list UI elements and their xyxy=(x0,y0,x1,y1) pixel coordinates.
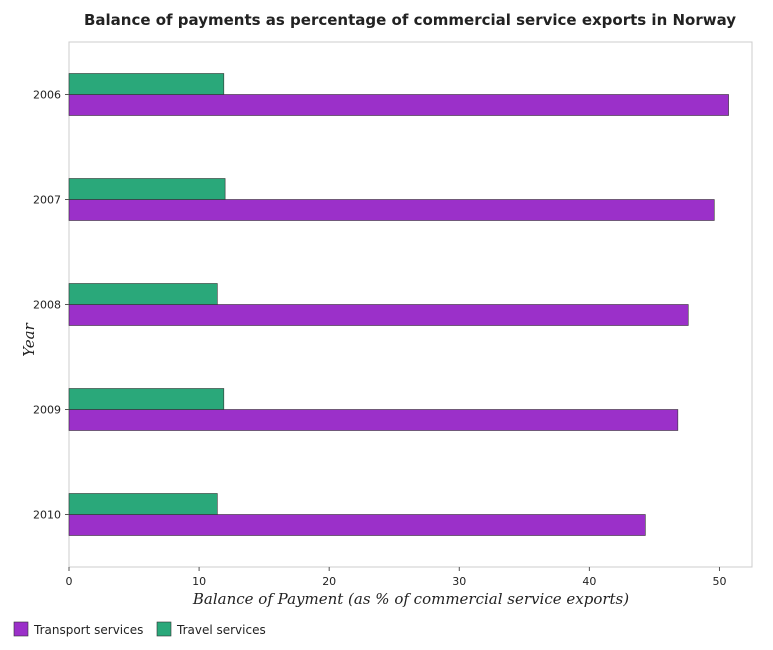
bar-travel-2010 xyxy=(68,493,218,515)
legend-label-transport: Transport services xyxy=(33,623,143,637)
y-tick-label: 2009 xyxy=(33,404,61,417)
y-tick-label: 2008 xyxy=(33,299,61,312)
bar-transport-2008 xyxy=(68,304,689,326)
x-tick-label: 20 xyxy=(322,575,336,588)
bar-travel-2009 xyxy=(68,388,225,410)
x-tick-label: 50 xyxy=(712,575,726,588)
x-axis-ticks: 0 10 20 30 40 50 xyxy=(66,567,726,588)
bar-transport-2009 xyxy=(68,409,679,431)
y-axis-ticks: 2006 2007 2008 2009 2010 xyxy=(33,89,69,522)
bar-travel-2008 xyxy=(68,283,218,305)
x-tick-label: 40 xyxy=(582,575,596,588)
legend-swatch-transport xyxy=(13,621,29,637)
y-tick-label: 2010 xyxy=(33,509,61,522)
legend-swatch-travel xyxy=(156,621,172,637)
legend: Transport services Travel services xyxy=(13,621,266,637)
y-axis-label: Year xyxy=(20,322,38,356)
bars-group xyxy=(68,73,729,536)
x-tick-label: 30 xyxy=(452,575,466,588)
x-axis-label: Balance of Payment (as % of commercial s… xyxy=(192,590,629,608)
bar-transport-2006 xyxy=(68,94,729,116)
legend-label-travel: Travel services xyxy=(176,623,266,637)
x-tick-label: 0 xyxy=(66,575,73,588)
y-tick-label: 2006 xyxy=(33,89,61,102)
bar-transport-2007 xyxy=(68,199,715,221)
bar-travel-2006 xyxy=(68,73,225,95)
y-tick-label: 2007 xyxy=(33,194,61,207)
chart-title: Balance of payments as percentage of com… xyxy=(84,11,736,29)
bar-travel-2007 xyxy=(68,178,226,200)
bar-transport-2010 xyxy=(68,514,646,536)
x-tick-label: 10 xyxy=(192,575,206,588)
